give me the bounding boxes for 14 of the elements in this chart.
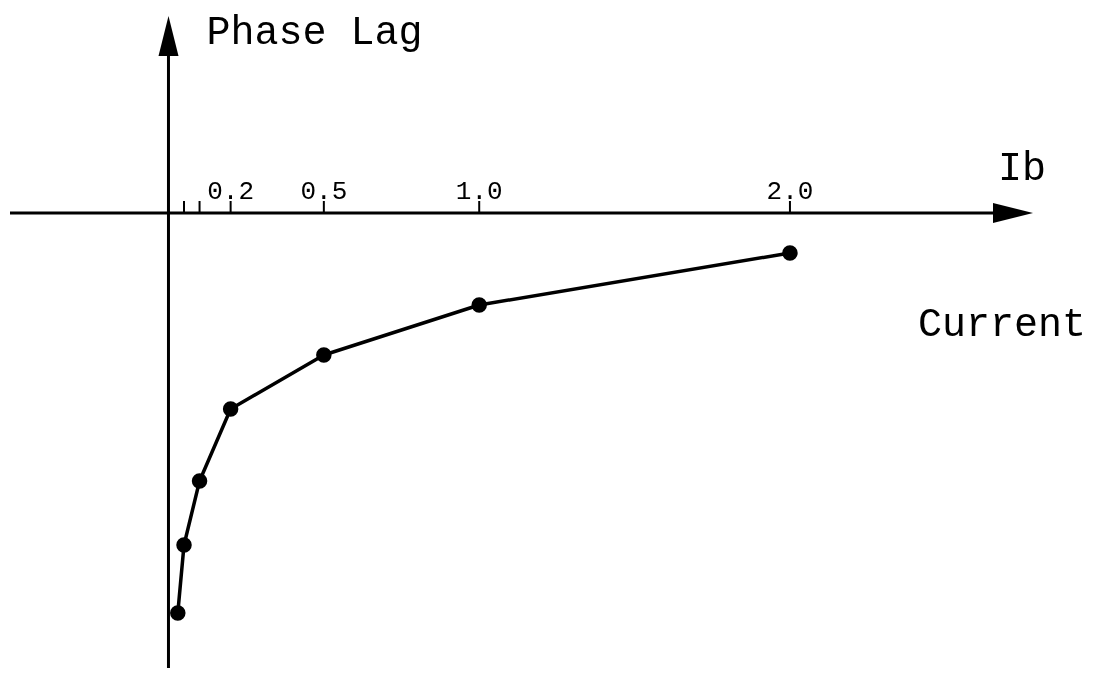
annotation: Current — [918, 303, 1087, 348]
point — [782, 245, 798, 261]
y-axis-title: Phase Lag — [206, 11, 423, 56]
x-tick-label: 2.0 — [766, 177, 814, 207]
point — [471, 297, 487, 313]
x-tick-label: 0.2 — [207, 177, 255, 207]
x-axis-title: Ib — [998, 147, 1047, 192]
point — [176, 537, 192, 553]
point — [222, 401, 239, 417]
point — [170, 605, 186, 621]
point — [191, 473, 208, 489]
x-tick-label: 0.5 — [300, 177, 348, 207]
point — [316, 347, 332, 363]
x-tick-label: 1.0 — [455, 177, 503, 207]
